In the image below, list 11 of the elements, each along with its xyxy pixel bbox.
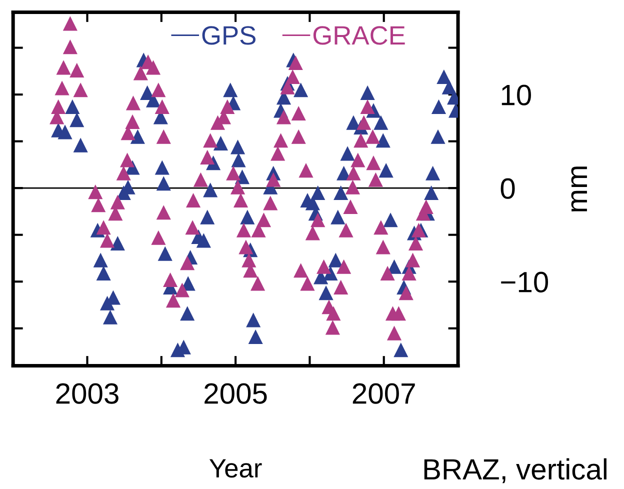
x-tick-label: 2007 <box>352 383 415 404</box>
x-axis-title: Year <box>209 459 262 478</box>
x-tick-label: 2005 <box>204 383 267 404</box>
y-axis-title: mm <box>571 166 587 212</box>
legend-label: GPS <box>202 26 256 45</box>
y-tick-label: 0 <box>500 178 515 199</box>
x-tick-label: 2003 <box>56 383 118 404</box>
series-label: GRACE <box>313 26 405 45</box>
y-tick-label: 10 <box>502 84 531 106</box>
y-tick-label: −10 <box>501 272 548 292</box>
text: BRAZ, vertical <box>424 458 606 484</box>
